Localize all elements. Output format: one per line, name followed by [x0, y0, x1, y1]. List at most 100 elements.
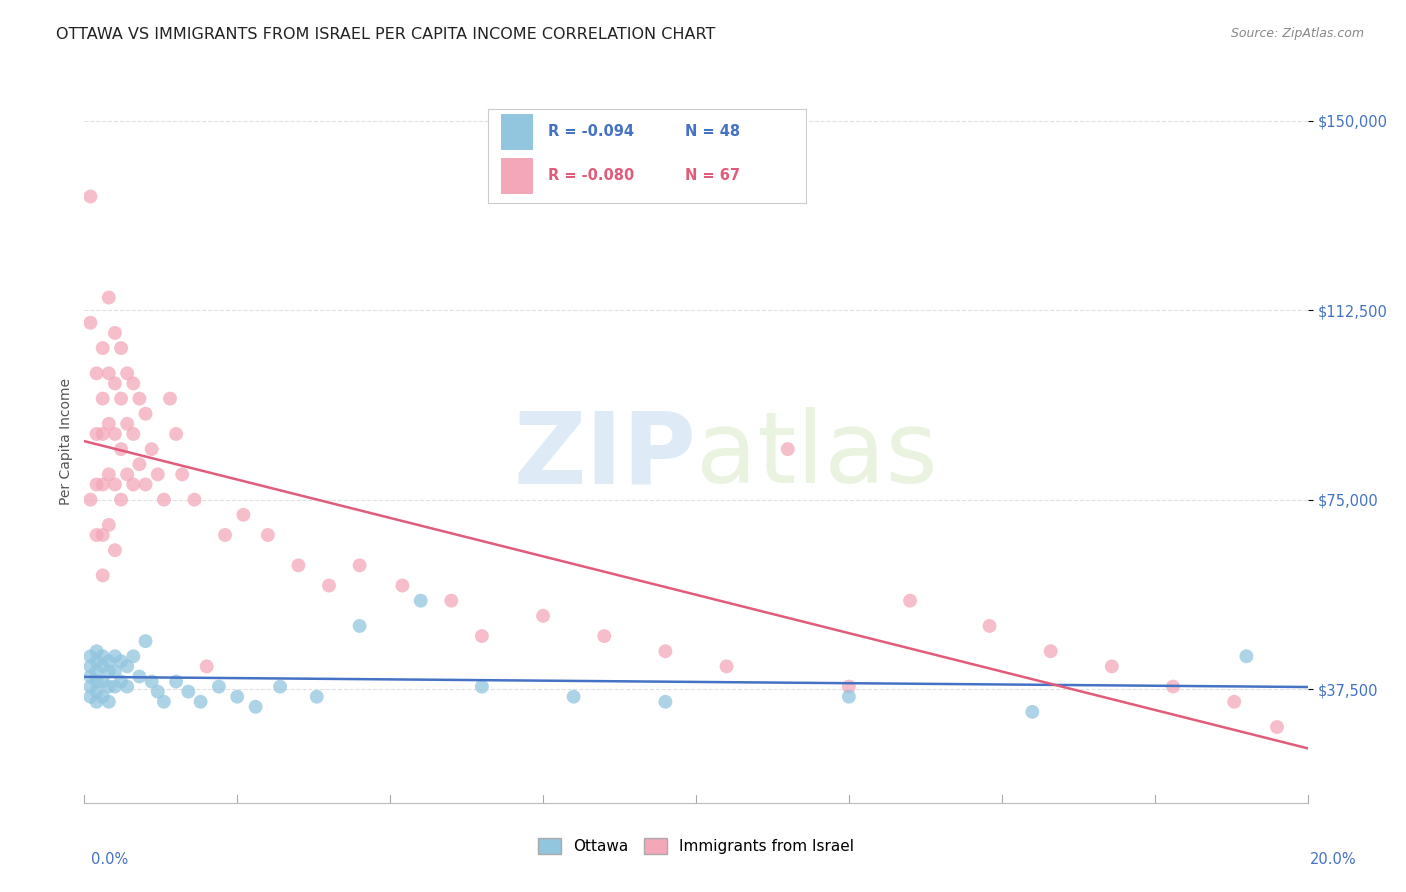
Point: [104, 326, 127, 340]
Point: [716, 659, 738, 673]
Point: [128, 392, 150, 406]
Point: [115, 417, 138, 431]
Point: [86, 477, 108, 491]
Point: [86, 654, 108, 668]
Point: [146, 684, 169, 698]
Y-axis label: Per Capita Income: Per Capita Income: [59, 378, 73, 505]
Point: [91, 528, 114, 542]
Point: [214, 528, 236, 542]
Point: [391, 578, 413, 592]
Legend: Ottawa, Immigrants from Israel: Ottawa, Immigrants from Israel: [531, 832, 860, 860]
Point: [97, 291, 120, 305]
Point: [91, 477, 114, 491]
Point: [97, 680, 120, 694]
Point: [122, 477, 145, 491]
Point: [141, 442, 163, 456]
Point: [287, 558, 309, 573]
Text: OTTAWA VS IMMIGRANTS FROM ISRAEL PER CAPITA INCOME CORRELATION CHART: OTTAWA VS IMMIGRANTS FROM ISRAEL PER CAP…: [56, 27, 716, 42]
Point: [409, 593, 432, 607]
Point: [91, 341, 114, 355]
Point: [104, 649, 127, 664]
Point: [115, 367, 138, 381]
Point: [86, 367, 108, 381]
Point: [349, 619, 371, 633]
Point: [1236, 649, 1258, 664]
Point: [104, 543, 127, 558]
Point: [91, 690, 114, 704]
Point: [135, 407, 157, 421]
Point: [146, 467, 169, 482]
Point: [115, 659, 138, 673]
Point: [97, 695, 120, 709]
Point: [153, 695, 176, 709]
Point: [86, 665, 108, 679]
Point: [165, 427, 187, 442]
Point: [86, 427, 108, 442]
Point: [86, 528, 108, 542]
Point: [91, 649, 114, 664]
Point: [97, 654, 120, 668]
Point: [195, 659, 218, 673]
Point: [165, 674, 187, 689]
Point: [128, 669, 150, 683]
Text: ZIP: ZIP: [513, 408, 696, 505]
Point: [79, 680, 101, 694]
Point: [79, 189, 101, 203]
Text: Source: ZipAtlas.com: Source: ZipAtlas.com: [1230, 27, 1364, 40]
Point: [177, 684, 200, 698]
Point: [305, 690, 328, 704]
Point: [110, 442, 132, 456]
Point: [79, 649, 101, 664]
Point: [104, 376, 127, 391]
Point: [79, 316, 101, 330]
Point: [141, 674, 163, 689]
Point: [110, 654, 132, 668]
Point: [135, 477, 157, 491]
Point: [110, 674, 132, 689]
Point: [86, 674, 108, 689]
Point: [110, 341, 132, 355]
Point: [97, 665, 120, 679]
Point: [79, 659, 101, 673]
Point: [91, 427, 114, 442]
Point: [104, 477, 127, 491]
Point: [531, 608, 554, 623]
Point: [232, 508, 254, 522]
Point: [190, 695, 212, 709]
Text: 0.0%: 0.0%: [91, 852, 128, 867]
Point: [86, 684, 108, 698]
Point: [1021, 705, 1043, 719]
Point: [153, 492, 176, 507]
Point: [471, 629, 494, 643]
Point: [257, 528, 280, 542]
Text: 20.0%: 20.0%: [1310, 852, 1357, 867]
Point: [86, 695, 108, 709]
Point: [349, 558, 371, 573]
Point: [838, 680, 860, 694]
Point: [245, 699, 267, 714]
Point: [86, 644, 108, 658]
Point: [135, 634, 157, 648]
Point: [110, 392, 132, 406]
Point: [122, 376, 145, 391]
Point: [79, 690, 101, 704]
Point: [1101, 659, 1123, 673]
Point: [104, 427, 127, 442]
Point: [159, 392, 181, 406]
Point: [898, 593, 921, 607]
Point: [97, 467, 120, 482]
Point: [110, 492, 132, 507]
Point: [208, 680, 231, 694]
Point: [593, 629, 616, 643]
Point: [97, 417, 120, 431]
Point: [471, 680, 494, 694]
Point: [440, 593, 463, 607]
Point: [91, 674, 114, 689]
Point: [122, 649, 145, 664]
Point: [97, 367, 120, 381]
Point: [1265, 720, 1288, 734]
Point: [226, 690, 249, 704]
Point: [91, 659, 114, 673]
Point: [79, 669, 101, 683]
Point: [318, 578, 340, 592]
